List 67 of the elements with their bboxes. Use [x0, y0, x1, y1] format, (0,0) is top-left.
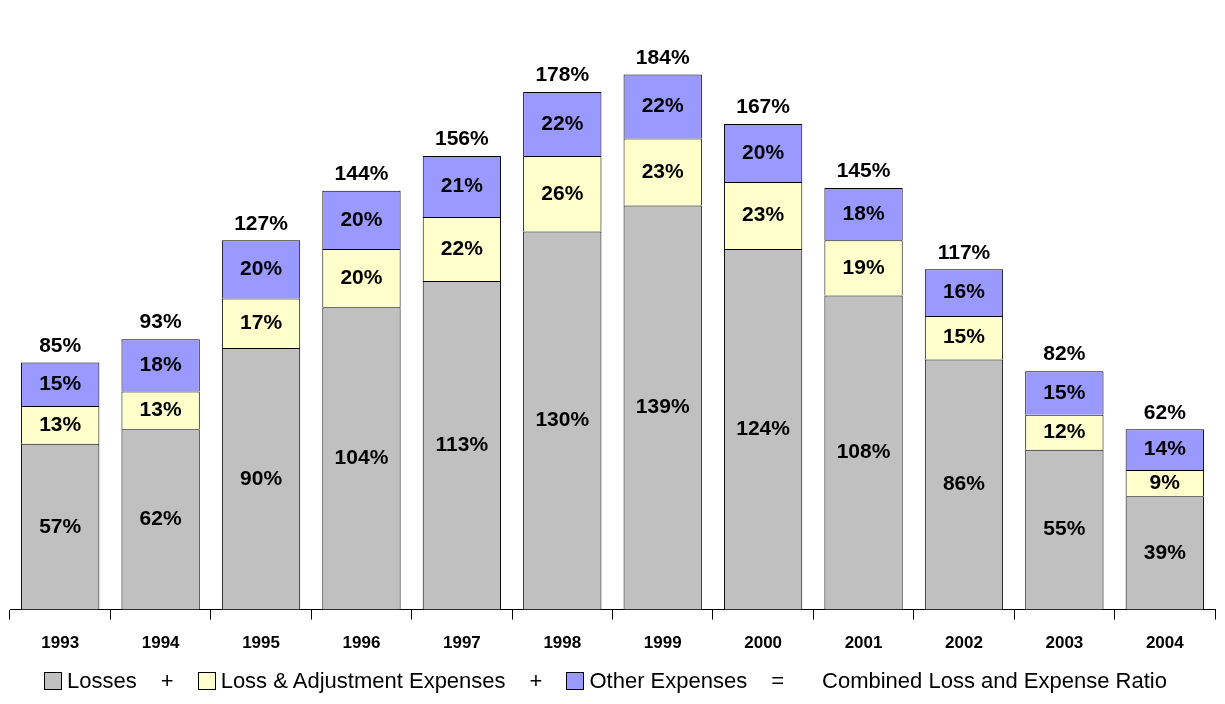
data-label: 18% [842, 200, 885, 224]
text: + [529, 668, 543, 694]
data-label: 104% [334, 445, 389, 469]
total-label: 178% [535, 62, 590, 86]
data-label: 55% [1043, 516, 1086, 540]
total-label: 93% [139, 309, 182, 333]
data-label: 18% [139, 352, 182, 376]
x-tick-label: 1994 [141, 633, 181, 653]
total-label: 85% [39, 332, 82, 356]
x-tick-label: 2000 [744, 633, 783, 653]
data-label: 20% [240, 256, 283, 280]
data-label: 39% [1143, 539, 1187, 563]
data-label: 62% [139, 506, 182, 530]
data-label: 86% [942, 471, 986, 495]
total-label: 167% [736, 94, 791, 118]
data-label: 20% [340, 206, 383, 230]
total-label: 82% [1043, 341, 1086, 365]
data-label: 12% [1043, 419, 1086, 443]
data-label: 23% [641, 158, 685, 182]
text: = [771, 668, 785, 694]
data-label: 14% [1143, 436, 1187, 460]
data-label: 124% [736, 416, 791, 440]
total-label: 184% [635, 44, 690, 68]
data-label: 22% [541, 110, 584, 134]
data-label: 20% [340, 264, 383, 288]
total-label: 144% [334, 161, 389, 185]
data-label: 130% [535, 407, 590, 431]
data-label: 139% [635, 394, 690, 418]
data-label: 15% [942, 324, 986, 348]
x-tick-label: 2004 [1145, 633, 1185, 653]
data-label: 21% [440, 173, 484, 197]
x-tick-label: 1999 [643, 633, 682, 653]
x-tick-label: 1998 [543, 633, 582, 653]
total-label: 156% [435, 126, 490, 150]
data-label: 16% [942, 279, 986, 303]
data-label: 26% [541, 180, 584, 204]
total-label: 117% [937, 239, 991, 263]
data-label: 108% [836, 439, 891, 463]
legend-label: Loss & Adjustment Expenses [220, 668, 506, 694]
text: Combined Loss and Expense Ratio [822, 668, 1167, 694]
data-label: 13% [139, 397, 182, 421]
data-label: 15% [1043, 379, 1086, 403]
x-tick-label: 1995 [242, 633, 280, 653]
data-label: 57% [39, 513, 82, 537]
data-label: 17% [240, 309, 283, 333]
data-label: 90% [240, 465, 283, 489]
data-label: 22% [440, 235, 484, 259]
x-tick-label: 2003 [1045, 633, 1084, 653]
data-label: 23% [742, 202, 785, 226]
data-label: 13% [39, 411, 82, 435]
data-label: 20% [742, 139, 785, 163]
data-label: 15% [39, 371, 82, 395]
x-tick-label: 1996 [342, 633, 381, 653]
text: + [160, 668, 174, 694]
legend-label: Other Expenses [589, 668, 748, 694]
legend-label: Losses [67, 668, 137, 694]
total-label: 127% [234, 210, 289, 234]
total-label: 145% [836, 158, 891, 182]
data-label: 9% [1149, 469, 1181, 493]
data-label: 22% [641, 93, 685, 117]
data-label: 113% [435, 432, 489, 456]
x-tick-label: 1997 [442, 633, 481, 653]
x-tick-label: 1993 [41, 633, 80, 653]
x-tick-label: 2002 [945, 633, 983, 653]
data-label: 19% [842, 254, 885, 278]
x-tick-label: 2001 [844, 633, 883, 653]
total-label: 62% [1143, 399, 1187, 423]
